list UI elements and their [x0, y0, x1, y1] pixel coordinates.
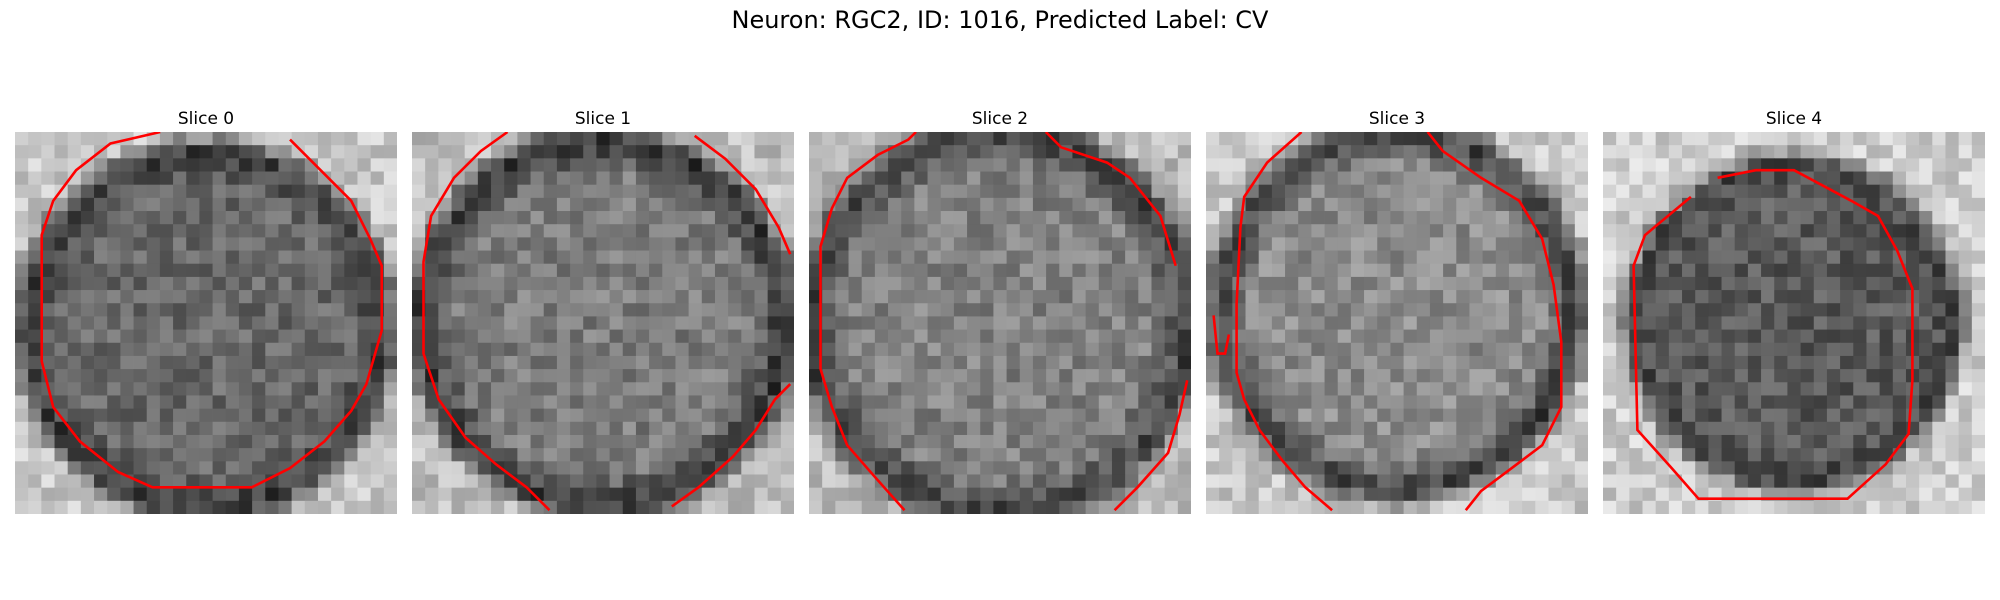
cell-contour: [40, 132, 384, 489]
cell-contour: [422, 132, 792, 512]
slice-image-2: [809, 132, 1191, 514]
slice-image-1: [412, 132, 794, 514]
slice-title-4: Slice 4: [1765, 109, 1823, 129]
slice-panel-2: Slice 2: [809, 108, 1191, 514]
slice-title-2: Slice 2: [971, 109, 1029, 129]
slice-panel-0: Slice 0: [15, 108, 397, 514]
slice-title-0: Slice 0: [177, 109, 235, 129]
slice-image-4: [1603, 132, 1985, 514]
slice-image-3: [1206, 132, 1588, 514]
slice-panel-1: Slice 1: [412, 108, 794, 514]
slice-panel-3: Slice 3: [1206, 108, 1588, 514]
cell-contour: [819, 132, 1189, 512]
slice-title-3: Slice 3: [1368, 109, 1426, 129]
slice-title-1: Slice 1: [574, 109, 632, 129]
slice-image-0: [15, 132, 397, 514]
slice-panel-4: Slice 4: [1603, 108, 1985, 514]
cell-contour: [1212, 132, 1563, 512]
figure-title: Neuron: RGC2, ID: 1016, Predicted Label:…: [731, 6, 1269, 34]
cell-contour: [1632, 168, 1914, 501]
